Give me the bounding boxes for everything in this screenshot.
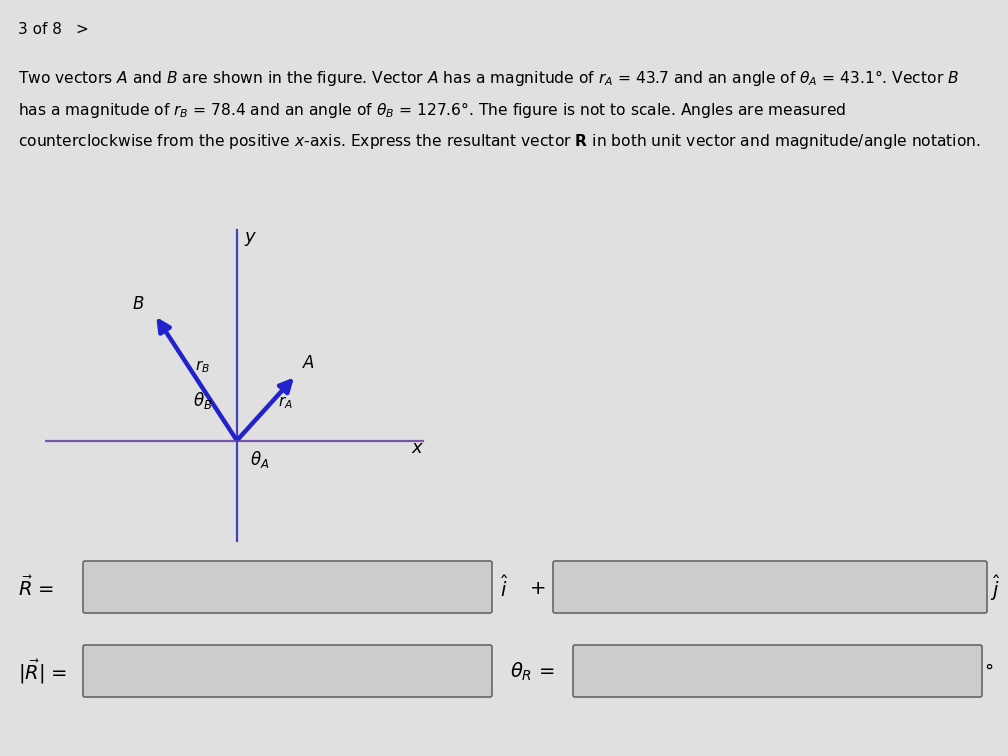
Text: °: ° <box>984 663 993 681</box>
Text: >: > <box>75 22 88 37</box>
Text: $\theta_A$: $\theta_A$ <box>250 449 270 470</box>
Text: $x$: $x$ <box>411 438 424 457</box>
Text: $\hat{j}$: $\hat{j}$ <box>990 573 1001 603</box>
FancyBboxPatch shape <box>553 561 987 613</box>
FancyBboxPatch shape <box>573 645 982 697</box>
Text: 3 of 8: 3 of 8 <box>18 22 61 37</box>
Text: Two vectors $A$ and $B$ are shown in the figure. Vector $A$ has a magnitude of $: Two vectors $A$ and $B$ are shown in the… <box>18 68 959 88</box>
Text: $A$: $A$ <box>302 354 316 372</box>
Text: $\theta_B$: $\theta_B$ <box>194 390 213 411</box>
Text: $B$: $B$ <box>132 295 144 313</box>
Text: +: + <box>530 578 546 597</box>
Text: $\vec{R}$ =: $\vec{R}$ = <box>18 576 54 600</box>
Text: $r_B$: $r_B$ <box>196 358 211 375</box>
Text: $r_A$: $r_A$ <box>278 395 293 411</box>
Text: $|\vec{R}|$ =: $|\vec{R}|$ = <box>18 658 68 686</box>
FancyBboxPatch shape <box>83 645 492 697</box>
FancyBboxPatch shape <box>83 561 492 613</box>
Text: has a magnitude of $r_B$ = 78.4 and an angle of $\theta_B$ = 127.6°. The figure : has a magnitude of $r_B$ = 78.4 and an a… <box>18 100 846 120</box>
Text: $y$: $y$ <box>244 231 257 249</box>
Text: $\hat{i}$: $\hat{i}$ <box>500 575 508 601</box>
Text: $\theta_R$ =: $\theta_R$ = <box>510 661 554 683</box>
Text: counterclockwise from the positive $x$-axis. Express the resultant vector $\math: counterclockwise from the positive $x$-a… <box>18 132 981 151</box>
